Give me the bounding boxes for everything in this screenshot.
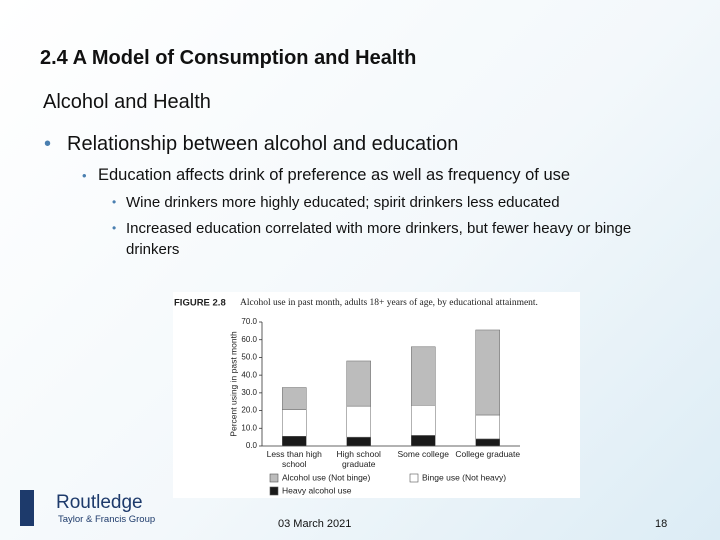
bullet: Increased education correlated with more… [112,218,671,260]
y-tick-label: 70.0 [241,317,257,326]
bar-segment [282,409,307,437]
bar-segment [475,438,500,447]
legend-label: Heavy alcohol use [282,485,352,495]
y-tick-label: 50.0 [241,353,257,362]
x-tick-label: College graduate [455,449,521,459]
legend-label: Alcohol use (Not binge) [282,472,371,482]
y-tick-label: 60.0 [241,335,257,344]
legend-swatch [409,473,419,483]
y-tick-label: 10.0 [241,423,257,432]
figure-label: FIGURE 2.8 [174,298,226,309]
bullet: Wine drinkers more highly educated; spir… [112,192,686,213]
y-tick-label: 40.0 [241,370,257,379]
publisher-group: Taylor & Francis Group [58,514,156,525]
logo-mark [20,490,34,526]
slide-subtitle: Alcohol and Health [43,91,211,113]
legend-swatch [269,473,279,483]
y-tick-label: 20.0 [241,406,257,415]
bar-segment [346,405,371,438]
page-number: 18 [655,518,668,530]
bar-segment [411,346,436,406]
bar-segment [475,414,500,440]
bar-segment [411,435,436,447]
y-axis-label: Percent using in past month [228,331,238,437]
publisher: Routledge [56,492,143,513]
y-tick-label: 0.0 [246,441,258,450]
bullet: Education affects drink of preference as… [82,166,570,185]
bar-segment [282,436,307,447]
slide-title: 2.4 A Model of Consumption and Health [40,47,417,69]
x-tick-label: Less than high school [266,449,322,469]
x-tick-label: High school graduate [336,449,381,469]
bar-segment [346,436,371,447]
bar-segment [475,329,500,416]
bar-segment [346,360,371,407]
bar-segment [282,387,307,410]
x-tick-label: Some college [397,449,449,459]
legend-label: Binge use (Not heavy) [422,472,506,482]
footer-date: 03 March 2021 [278,518,352,530]
y-tick-label: 30.0 [241,388,257,397]
bar-segment [411,405,436,436]
figure-background [173,292,580,498]
legend-swatch [269,486,279,496]
chart-title: Alcohol use in past month, adults 18+ ye… [240,297,538,308]
bullet: Relationship between alcohol and educati… [44,133,458,156]
